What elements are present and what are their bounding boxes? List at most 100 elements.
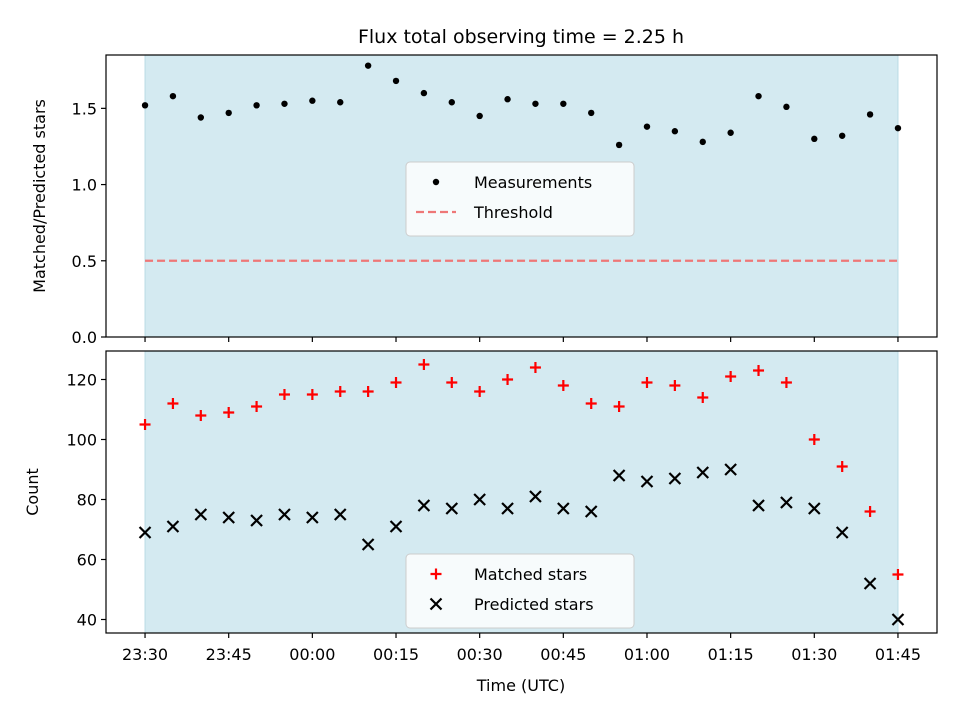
predicted-stars-point xyxy=(891,613,905,626)
predicted-stars-point xyxy=(808,502,821,515)
predicted-stars-point xyxy=(138,526,152,539)
matched-stars-point xyxy=(446,377,458,388)
y-tick-label: 60 xyxy=(77,551,97,570)
predicted-stars-point xyxy=(278,508,291,521)
measurement-point xyxy=(838,132,846,139)
matched-stars-point xyxy=(502,374,514,385)
measurement-point xyxy=(699,138,706,146)
matched-stars-point xyxy=(334,386,346,397)
predicted-stars-point xyxy=(501,502,514,515)
measurement-point xyxy=(643,123,651,130)
predicted-stars-point xyxy=(529,490,542,503)
x-tick-label: 23:30 xyxy=(122,645,168,664)
predicted-stars-point xyxy=(724,463,737,476)
measurement-point xyxy=(392,77,400,85)
predicted-stars-point xyxy=(222,511,235,524)
legend: Measurements Threshold xyxy=(405,161,635,237)
measurement-point xyxy=(141,102,149,109)
matched-stars-point xyxy=(306,389,318,400)
predicted-stars-point xyxy=(863,577,877,590)
measurement-point xyxy=(783,103,790,111)
predicted-stars-point xyxy=(417,499,431,512)
x-tick-label: 01:15 xyxy=(708,645,754,664)
predicted-stars-point xyxy=(780,496,793,509)
predicted-stars-point xyxy=(612,469,626,482)
measurement-point xyxy=(671,128,679,135)
predicted-stars-point xyxy=(361,538,375,551)
matched-stars-point xyxy=(195,410,207,421)
predicted-stars-point xyxy=(835,526,849,539)
predicted-stars-point xyxy=(557,502,570,515)
x-tick-label: 00:45 xyxy=(540,645,586,664)
predicted-stars-point xyxy=(668,472,682,485)
legend-label: Measurements xyxy=(474,173,592,192)
y-tick-label: 100 xyxy=(66,431,97,450)
y-tick-label: 80 xyxy=(77,491,97,510)
measurement-point xyxy=(866,111,874,118)
predicted-stars-point xyxy=(306,511,319,524)
matched-stars-point xyxy=(390,377,402,388)
predicted-stars-point xyxy=(640,475,654,488)
measurement-point xyxy=(727,129,734,136)
matched-stars-point xyxy=(529,362,541,373)
predicted-stars-point xyxy=(696,466,710,479)
x-tick-label: 01:45 xyxy=(875,645,921,664)
measurement-point xyxy=(755,92,762,100)
matched-stars-point xyxy=(613,401,625,412)
matched-stars-point xyxy=(557,380,569,391)
measurement-point xyxy=(281,100,288,107)
y-tick-label: 0.5 xyxy=(72,252,97,271)
x-tick-label: 23:45 xyxy=(206,645,252,664)
measurement-point xyxy=(894,124,902,132)
axes-frame xyxy=(105,54,938,338)
predicted-stars-point xyxy=(250,514,263,527)
measurement-point xyxy=(476,112,483,120)
matched-stars-point xyxy=(780,377,792,388)
matched-stars-point xyxy=(892,569,904,580)
measurement-point xyxy=(364,62,372,69)
matched-stars-point xyxy=(251,401,263,412)
matched-stars-point xyxy=(836,461,848,472)
measurement-point xyxy=(448,99,455,106)
legend-label: Threshold xyxy=(473,203,553,222)
matched-stars-point xyxy=(669,380,681,391)
legend-label: Matched stars xyxy=(474,565,587,584)
measurement-point xyxy=(420,89,428,97)
x-tick-label: 00:30 xyxy=(457,645,503,664)
matched-stars-point xyxy=(725,371,737,382)
matched-stars-point xyxy=(167,398,179,409)
measurement-point xyxy=(197,114,205,121)
matched-stars-point xyxy=(641,377,653,388)
y-tick-label: 120 xyxy=(66,371,97,390)
matched-stars-point xyxy=(362,386,374,397)
measurement-point xyxy=(337,99,344,106)
x-tick-label: 00:15 xyxy=(373,645,419,664)
y-tick-label: 1.0 xyxy=(72,176,97,195)
x-tick-label: 00:00 xyxy=(289,645,335,664)
x-axis-title: Time (UTC) xyxy=(476,676,565,695)
legend-marker-dot xyxy=(432,178,440,186)
matched-stars-point xyxy=(697,392,709,403)
matched-stars-point xyxy=(585,398,597,409)
legend: Matched stars Predicted stars xyxy=(405,553,635,629)
predicted-stars-point xyxy=(389,520,403,533)
legend-label: Predicted stars xyxy=(474,595,594,614)
predicted-stars-point xyxy=(473,493,486,506)
x-tick-label: 01:30 xyxy=(791,645,837,664)
matched-stars-point xyxy=(418,359,430,370)
measurement-point xyxy=(169,92,177,100)
matched-stars-point xyxy=(278,389,290,400)
y-tick-label: 1.5 xyxy=(72,99,97,118)
measurement-point xyxy=(309,97,316,104)
measurement-point xyxy=(532,100,539,107)
matched-stars-point xyxy=(474,386,486,397)
measurement-point xyxy=(253,102,260,109)
matched-stars-point xyxy=(808,434,820,445)
predicted-stars-point xyxy=(333,508,347,521)
measurement-point xyxy=(615,141,623,149)
count-panel: 40 60 80 100 120 23:30 23:45 00:00 00:15 00:30 00:… xyxy=(23,350,938,664)
predicted-stars-point xyxy=(166,520,180,533)
measurement-point xyxy=(560,100,567,107)
legend-marker-plus xyxy=(430,568,442,580)
